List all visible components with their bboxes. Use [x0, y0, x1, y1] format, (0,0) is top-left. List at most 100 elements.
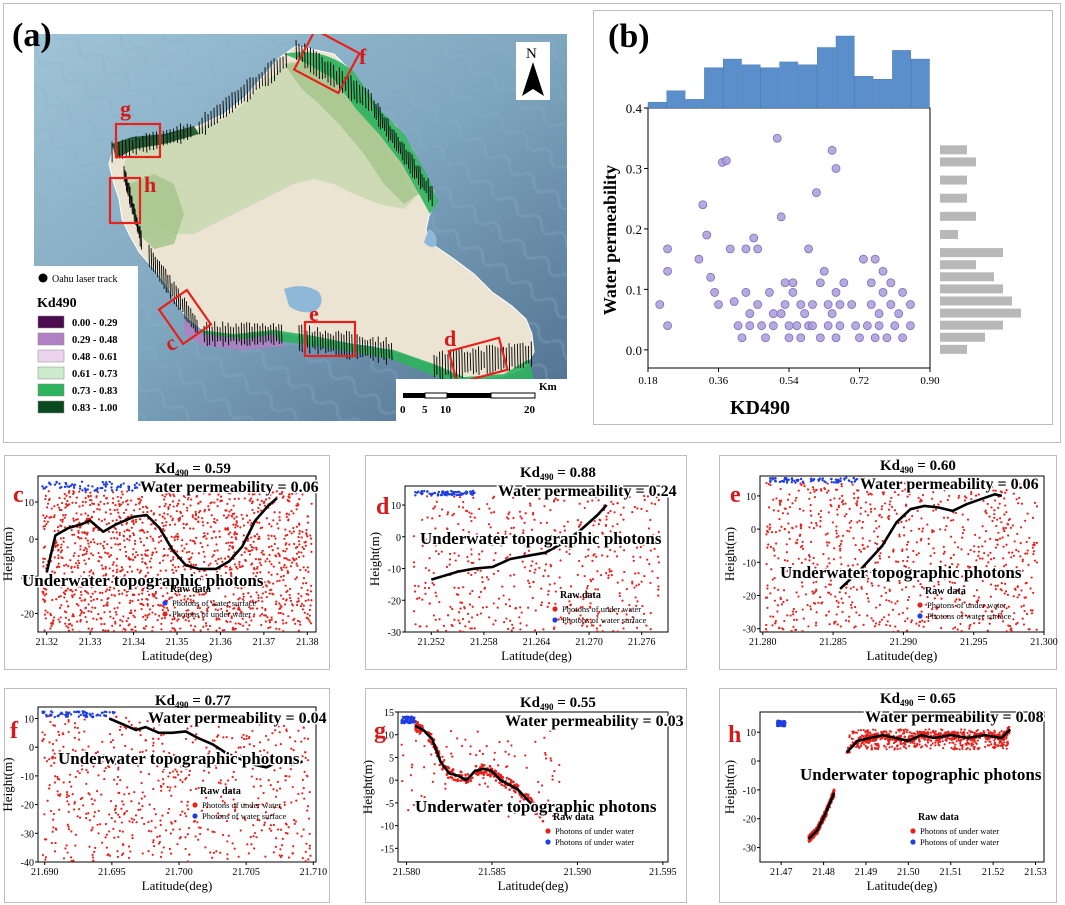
scatter-point: [886, 278, 896, 288]
y-axis-title: Water permeability: [600, 165, 620, 315]
scatter-point: [698, 200, 708, 210]
scatter-point: [784, 321, 794, 331]
scatter-point: [823, 321, 833, 331]
subplot-e-frame: [719, 455, 1057, 670]
top-hist-bar: [911, 58, 930, 109]
scatter-point: [898, 333, 907, 343]
scatter-point: [663, 244, 672, 254]
scatter-point: [702, 230, 712, 240]
scatter-point: [851, 321, 860, 331]
scatter-point: [866, 278, 876, 288]
scatter-point: [823, 300, 833, 309]
scatter-point: [753, 300, 763, 309]
scatter-point: [804, 244, 813, 254]
scatter-point: [835, 300, 845, 309]
scatter-point: [894, 309, 904, 318]
scatter-point: [819, 266, 829, 276]
scatter-point: [827, 309, 837, 318]
scatter-point: [768, 321, 778, 331]
scatter-point: [694, 254, 704, 264]
scatter-point: [745, 321, 755, 331]
scatter-point: [874, 309, 884, 318]
top-hist-bar: [666, 90, 686, 109]
right-hist-bar: [940, 193, 967, 203]
top-hist-bar: [760, 67, 780, 109]
right-hist-bar: [940, 320, 1003, 330]
scatter-point: [749, 233, 759, 243]
scatter-point: [898, 288, 907, 297]
scatter-point: [847, 300, 857, 309]
top-hist-bar: [817, 47, 836, 109]
scatter-point: [729, 297, 739, 306]
scatter-point: [741, 244, 751, 254]
y-tick-label: 0.1: [626, 282, 642, 297]
top-hist-bar: [854, 76, 874, 109]
scatter-point: [733, 321, 743, 331]
scatter-point: [776, 212, 786, 222]
top-hist-bar: [873, 78, 893, 109]
subplot-d-frame: [365, 455, 687, 670]
scatter-point: [862, 321, 872, 331]
y-tick-label: 0.0: [626, 343, 642, 358]
scatter-point: [780, 278, 790, 288]
subplot-f-frame: [4, 688, 330, 903]
subplot-h-frame: [719, 688, 1057, 903]
scatter-point: [737, 333, 747, 343]
scatter-point: [812, 188, 821, 198]
scatter-point: [835, 321, 845, 331]
scatter-point: [757, 321, 766, 331]
right-hist-bar: [940, 284, 1003, 294]
scatter-point: [808, 321, 817, 331]
top-hist-bar: [892, 50, 911, 109]
top-hist-bar: [647, 102, 667, 109]
scatter-point: [831, 288, 841, 297]
subplot-g-frame: [365, 688, 687, 903]
scatter-point: [800, 309, 810, 318]
top-hist-bar: [779, 61, 799, 109]
x-tick-label: 0.90: [920, 375, 940, 387]
scatter-point: [792, 321, 802, 331]
scatter-point: [772, 133, 782, 143]
top-hist-bar: [835, 35, 855, 109]
x-tick-label: 0.54: [779, 375, 799, 387]
top-hist-bar: [685, 99, 705, 109]
scatter-point: [870, 333, 880, 343]
right-hist-bar: [940, 260, 976, 270]
scatter-point: [725, 244, 735, 254]
scatter-point: [721, 156, 731, 166]
scatter-point: [906, 321, 915, 331]
scatter-point: [882, 333, 892, 343]
scatter-point: [890, 321, 900, 331]
scatter-point: [768, 309, 778, 318]
scatter-point: [859, 254, 868, 264]
scatter-point: [706, 272, 716, 282]
right-hist-bar: [940, 175, 967, 185]
scatter-point: [788, 278, 798, 288]
right-hist-bar: [940, 248, 1003, 258]
scatter-point: [753, 244, 763, 254]
scatter-point: [831, 333, 841, 343]
scatter-point: [831, 164, 841, 173]
top-hist-bar: [704, 67, 723, 109]
right-hist-bar: [940, 272, 994, 282]
scatter-point: [796, 333, 806, 343]
scatter-point: [776, 309, 786, 318]
subplot-c-frame: [4, 455, 330, 670]
right-hist-bar: [940, 157, 976, 167]
scatter-point: [663, 266, 672, 276]
x-axis-title: KD490: [730, 397, 790, 419]
scatter-point: [878, 288, 888, 297]
scatter-point: [866, 300, 876, 309]
scatter-point: [714, 300, 723, 309]
scatter-point: [815, 278, 825, 288]
scatter-point: [906, 300, 915, 309]
right-hist-bar: [940, 145, 967, 155]
right-hist-bar: [940, 332, 985, 342]
scatter-point: [870, 254, 880, 264]
right-hist-bar: [940, 211, 976, 221]
right-hist-bar: [940, 296, 1012, 306]
x-tick-label: 0.36: [709, 375, 729, 387]
scatter-point: [827, 145, 837, 155]
y-tick-label: 0.4: [626, 101, 643, 116]
x-tick-label: 0.18: [638, 375, 658, 387]
